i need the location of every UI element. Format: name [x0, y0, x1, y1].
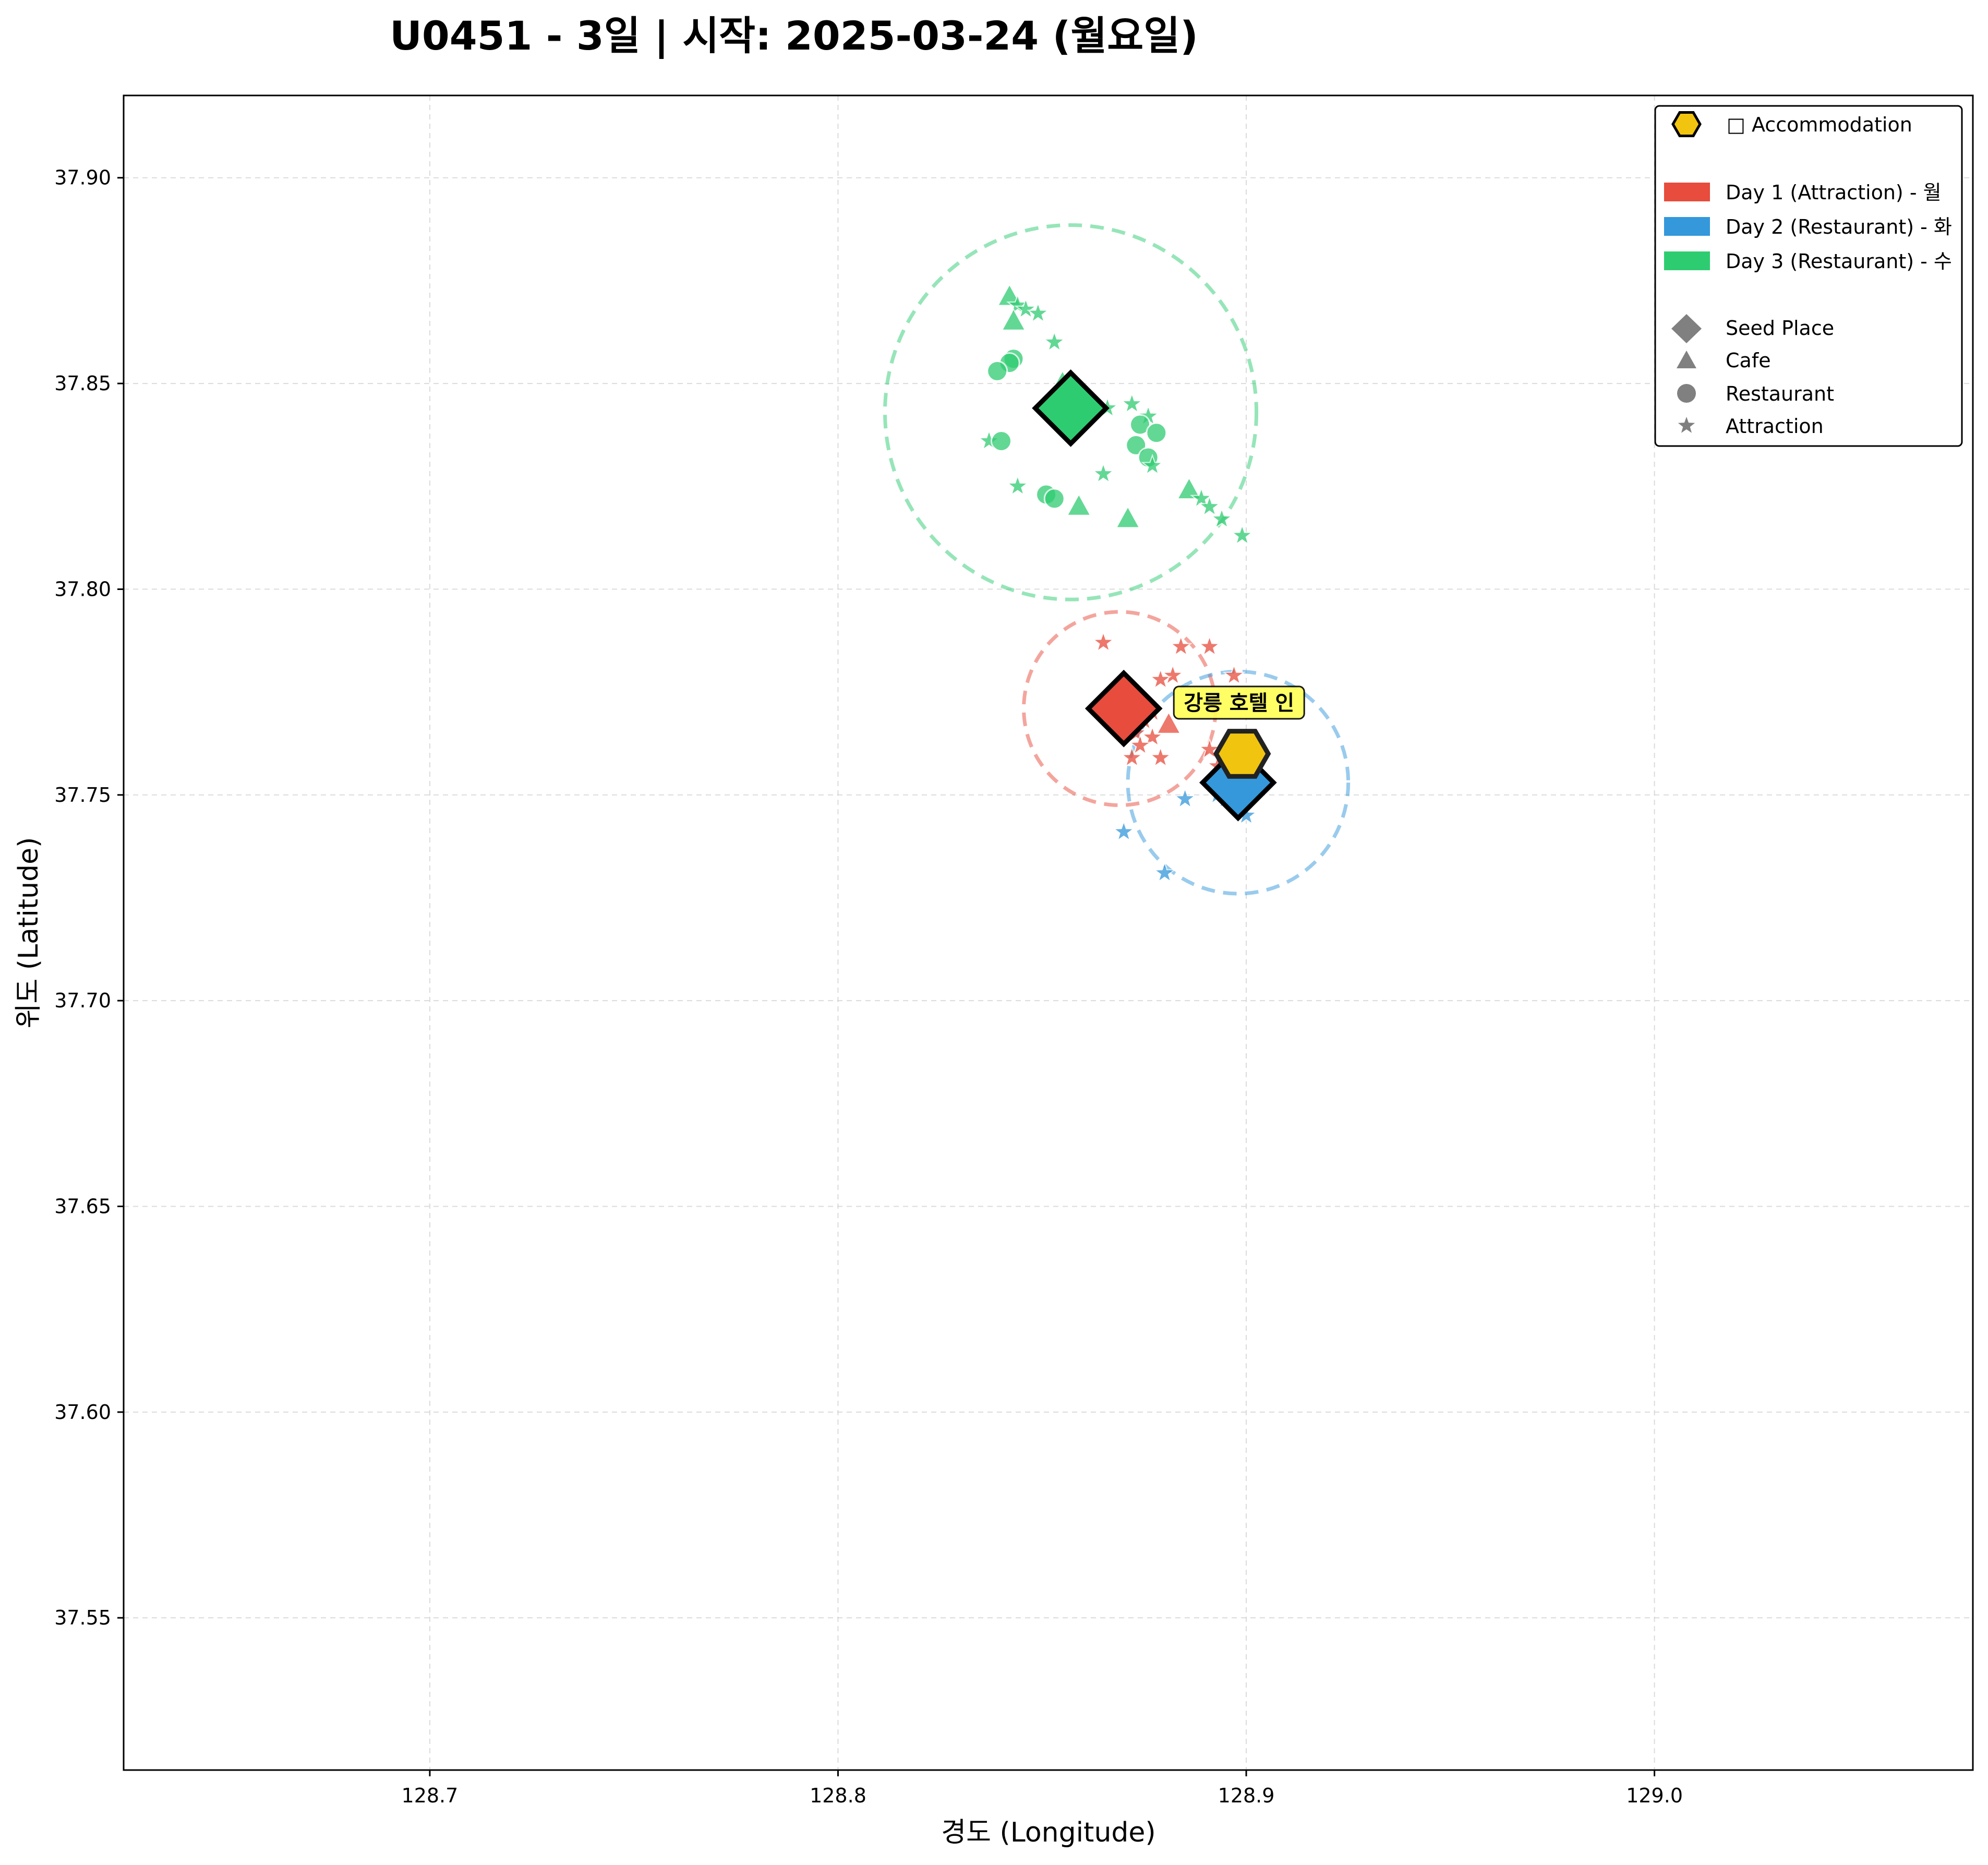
day-3-attraction-point: [1027, 301, 1050, 323]
y-axis-label: 위도 (Latitude): [13, 837, 44, 1029]
y-axis-ticks: 37.55 37.60 37.65 37.70 37.75 37.80 37.85 37.90: [54, 166, 124, 1629]
legend-seed-label: Seed Place: [1726, 317, 1834, 340]
day-3-attraction-point: [1120, 392, 1143, 414]
accommodation-label-box: [1173, 685, 1305, 720]
legend-day2-swatch: [1664, 217, 1710, 236]
day-3-attraction-point: [1231, 523, 1254, 546]
day-3-restaurant-point: [991, 430, 1013, 452]
accommodation-hexagon: [1213, 729, 1271, 779]
day-3-radius-circle: [883, 223, 1259, 601]
day-3-attraction-point: [1189, 486, 1213, 509]
x-tick-label: 128.9: [1218, 1784, 1275, 1807]
x-tick-label: 128.7: [402, 1784, 459, 1807]
legend-accommodation-label: □ Accommodation: [1727, 113, 1912, 136]
legend-accommodation-hexagon: [1671, 111, 1702, 137]
y-tick-label: 37.70: [54, 989, 111, 1012]
legend-attraction-label: Attraction: [1726, 415, 1824, 438]
day-3-cafe-point: [1066, 493, 1091, 516]
x-axis-ticks: 128.7 128.8 128.9 129.0: [402, 1770, 1683, 1807]
day-1-attraction-point: [1092, 630, 1115, 653]
legend-attraction-star: [1678, 417, 1695, 433]
y-tick-label: 37.55: [54, 1606, 111, 1629]
day-1-seed-marker: [1085, 669, 1163, 748]
x-tick-label: 129.0: [1626, 1784, 1683, 1807]
day-3-restaurant-point: [986, 360, 1008, 382]
y-tick-label: 37.65: [54, 1195, 111, 1218]
legend-box: [1654, 105, 1963, 447]
y-tick-label: 37.90: [54, 166, 111, 189]
day-1-attraction-point: [1169, 634, 1192, 657]
plot-frame: [123, 94, 1974, 1771]
day-2-attraction-point: [1112, 820, 1136, 842]
day-3-restaurant-point: [1146, 422, 1167, 444]
accommodation-marker: 강릉 호텔 인: [1173, 685, 1305, 779]
day-2-attraction-point: [1153, 861, 1176, 883]
legend-day1-swatch: [1664, 183, 1710, 201]
day-3-cafe-point: [1176, 477, 1202, 500]
day-3-cafe-point: [1115, 506, 1140, 528]
day-1-cafe-point: [1156, 711, 1182, 734]
day-3-seed-marker: [1032, 369, 1110, 447]
legend-attraction-icon: [1678, 417, 1695, 433]
day-1-attraction-point: [1149, 667, 1172, 690]
day-3-cafe-point: [1001, 308, 1026, 331]
legend-cafe-icon: [1677, 351, 1696, 368]
y-tick-label: 37.85: [54, 372, 111, 395]
legend-day1-label: Day 1 (Attraction) - 월: [1726, 181, 1942, 204]
legend-restaurant-label: Restaurant: [1726, 382, 1834, 405]
day-1-attraction-point: [1222, 664, 1246, 685]
legend: □ Accommodation Day 1 (Attraction) - 월 D…: [1654, 105, 1963, 447]
day-1-attraction-point: [1161, 664, 1185, 685]
accommodation-label: 강릉 호텔 인: [1184, 691, 1294, 715]
day-1-attraction-point: [1120, 745, 1143, 768]
chart-title: U0451 - 3일 | 시작: 2025-03-24 (월요일): [390, 13, 1198, 59]
y-tick-label: 37.75: [54, 784, 111, 807]
day-1-attraction-point: [1128, 733, 1152, 755]
y-tick-label: 37.60: [54, 1401, 111, 1424]
legend-day2-label: Day 2 (Restaurant) - 화: [1726, 215, 1952, 238]
day-3-attraction-point: [1014, 297, 1038, 319]
day-1-attraction-point: [1149, 745, 1172, 768]
day-3-attraction-point: [1043, 330, 1066, 352]
day-1-attraction-point: [1198, 634, 1221, 657]
legend-seed-icon: [1671, 314, 1702, 343]
legend-day3-swatch: [1664, 251, 1710, 270]
day-1-attraction-point: [1141, 725, 1164, 747]
legend-day3-label: Day 3 (Restaurant) - 수: [1726, 250, 1952, 273]
legend-cafe-label: Cafe: [1726, 349, 1771, 372]
day-3-attraction-point: [1092, 462, 1115, 484]
day-3-attraction-point: [1141, 453, 1164, 476]
x-axis-label: 경도 (Longitude): [941, 1817, 1155, 1848]
y-tick-label: 37.80: [54, 577, 111, 600]
x-tick-label: 128.8: [810, 1784, 866, 1807]
day-2-attraction-point: [1173, 787, 1197, 809]
day-3-attraction-point: [1006, 474, 1029, 496]
day-3-attraction-point: [1210, 507, 1234, 529]
day-3-attraction-point: [1198, 495, 1221, 517]
day-3-restaurant-point: [1043, 488, 1065, 510]
legend-restaurant-icon: [1677, 384, 1696, 403]
day-1-attraction-point: [1198, 737, 1221, 760]
